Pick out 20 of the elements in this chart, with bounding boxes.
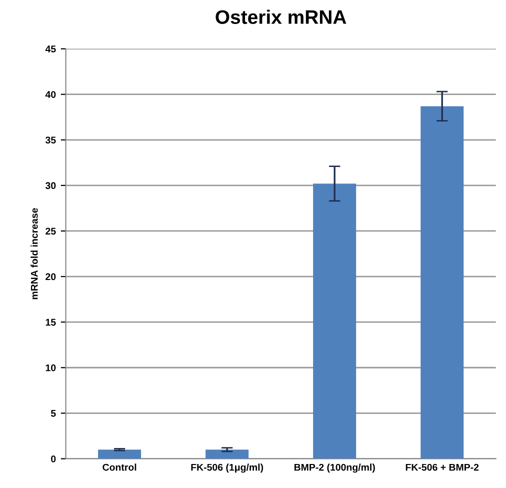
y-tick-label: 5 <box>50 410 56 417</box>
bar <box>313 184 356 459</box>
y-axis-title: mRNA fold increase <box>30 208 38 300</box>
y-tick-label: 25 <box>46 228 56 235</box>
y-tick-label: 40 <box>45 91 56 98</box>
x-tick-label: FK-506 (1μg/ml) <box>191 464 264 473</box>
y-tick-label: 30 <box>45 182 56 190</box>
y-tick-label: 20 <box>46 273 56 280</box>
y-tick-label: 0 <box>51 455 56 462</box>
bar <box>420 106 464 459</box>
bar <box>206 450 249 459</box>
bar <box>98 450 142 459</box>
x-tick-label: FK-506 + BMP-2 <box>406 464 479 471</box>
chart-title: Osterix mRNA <box>216 10 346 24</box>
y-tick-label: 35 <box>45 136 56 144</box>
x-tick-label: BMP-2 (100ng/ml) <box>294 464 375 473</box>
y-tick-label: 15 <box>46 318 56 326</box>
y-tick-label: 10 <box>46 364 56 372</box>
y-tick-label: 45 <box>45 46 56 52</box>
x-tick-label: Control <box>102 464 136 471</box>
